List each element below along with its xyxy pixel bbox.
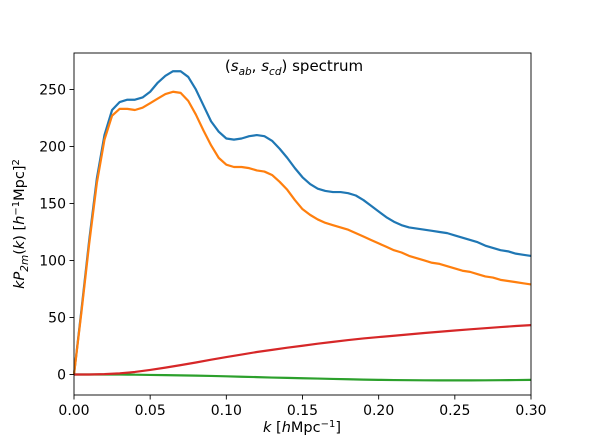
x-tick-label: 0.15 xyxy=(287,403,318,419)
x-axis-label: k [hMpc−1] xyxy=(263,419,341,436)
series-line-4 xyxy=(74,324,532,376)
x-axis: 0.00 0.05 0.10 0.15 0.20 0.25 0.30 xyxy=(58,395,547,419)
y-tick-label: 50 xyxy=(48,310,66,326)
series-layer xyxy=(72,70,532,382)
x-tick-label: 0.00 xyxy=(58,403,89,419)
y-tick-label: 100 xyxy=(39,253,66,269)
x-tick-label: 0.20 xyxy=(363,403,394,419)
chart-title: (sab, scd) spectrum xyxy=(225,57,363,78)
x-tick-label: 0.30 xyxy=(515,403,546,419)
y-tick-label: 250 xyxy=(39,82,66,98)
y-axis-label: kP2m(k) [h−1Mpc]2 xyxy=(11,159,31,289)
chart-title-text: ( xyxy=(225,57,231,75)
y-tick-label: 0 xyxy=(57,367,66,383)
plot-frame xyxy=(73,52,532,396)
x-tick-label: 0.05 xyxy=(135,403,166,419)
series-line-2 xyxy=(72,90,532,375)
y-axis: 0 50 100 150 200 250 xyxy=(39,82,74,383)
x-tick-label: 0.25 xyxy=(439,403,470,419)
y-tick-label: 200 xyxy=(39,139,66,155)
x-tick-label: 0.10 xyxy=(211,403,242,419)
y-tick-label: 150 xyxy=(39,196,66,212)
series-line-3 xyxy=(74,373,532,382)
series-line-1 xyxy=(72,70,532,375)
